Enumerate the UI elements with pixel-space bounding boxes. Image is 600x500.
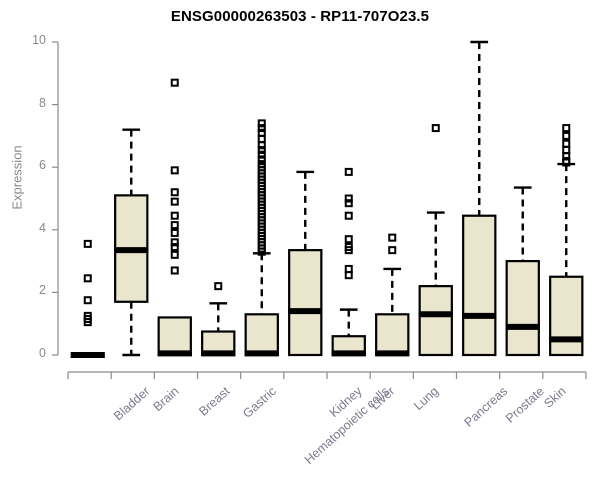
outlier-point: [562, 156, 571, 165]
outlier-point: [344, 194, 353, 203]
outlier-point: [388, 246, 397, 255]
y-axis-tick-label: 4: [39, 220, 46, 235]
outlier-point: [344, 264, 353, 273]
outlier-point: [562, 145, 571, 154]
outlier-point: [388, 233, 397, 242]
outlier-point: [83, 274, 92, 283]
outlier-point: [257, 124, 266, 133]
box-rect[interactable]: [157, 316, 192, 357]
outlier-point: [257, 128, 266, 137]
outlier-point: [257, 145, 266, 154]
outlier-point: [344, 243, 353, 252]
page-title: ENSG00000263503 - RP11-707O23.5: [170, 8, 430, 25]
box-group: [462, 40, 497, 357]
outlier-point: [257, 150, 266, 159]
outlier-point: [344, 167, 353, 176]
box-group: [70, 239, 105, 358]
box-rect[interactable]: [505, 260, 540, 357]
y-axis-tick-label: 2: [39, 283, 46, 298]
outlier-point: [257, 141, 266, 150]
outlier-point: [344, 271, 353, 280]
y-axis: [52, 41, 59, 356]
outlier-point: [214, 282, 223, 291]
outlier-point: [170, 243, 179, 252]
box-rect[interactable]: [462, 214, 497, 357]
box-group: [331, 167, 366, 357]
outlier-point: [562, 124, 571, 133]
outlier-point: [83, 239, 92, 248]
box-group: [244, 119, 279, 357]
box-group: [114, 128, 149, 357]
outlier-point: [562, 139, 571, 148]
box-rect[interactable]: [244, 313, 279, 357]
box-group: [505, 186, 540, 357]
outlier-point: [170, 250, 179, 259]
outlier-point: [170, 166, 179, 175]
box-group: [375, 233, 410, 357]
box-rect[interactable]: [418, 285, 453, 357]
outlier-point: [83, 311, 92, 320]
y-axis-tick-label: 6: [39, 158, 46, 173]
outlier-point: [257, 119, 266, 128]
outlier-point: [257, 135, 266, 144]
outlier-point: [170, 266, 179, 275]
outlier-point: [344, 235, 353, 244]
y-axis-tick-label: 0: [39, 346, 46, 360]
outlier-point: [170, 221, 179, 230]
box-group: [157, 78, 192, 357]
y-axis-tick-label: 10: [32, 33, 46, 47]
outlier-point: [83, 296, 92, 305]
outlier-point: [170, 238, 179, 247]
box-rect[interactable]: [375, 313, 410, 357]
box-group: [549, 124, 584, 357]
outlier-point: [562, 152, 571, 161]
outlier-point: [431, 124, 440, 133]
outlier-point: [170, 197, 179, 206]
box-group: [201, 282, 236, 357]
outlier-point: [344, 211, 353, 220]
box-group: [288, 170, 323, 357]
box-group: [418, 124, 453, 357]
outlier-point: [170, 211, 179, 220]
outlier-point: [257, 160, 266, 169]
outlier-point: [257, 155, 266, 164]
outlier-point: [170, 188, 179, 197]
outlier-point: [344, 199, 353, 208]
box-rect[interactable]: [549, 275, 584, 357]
box-rect[interactable]: [288, 249, 323, 357]
x-axis: [67, 371, 587, 379]
outlier-point: [170, 78, 179, 87]
y-axis-tick-label: 8: [39, 95, 46, 110]
outlier-point: [562, 131, 571, 140]
outlier-point: [170, 228, 179, 237]
